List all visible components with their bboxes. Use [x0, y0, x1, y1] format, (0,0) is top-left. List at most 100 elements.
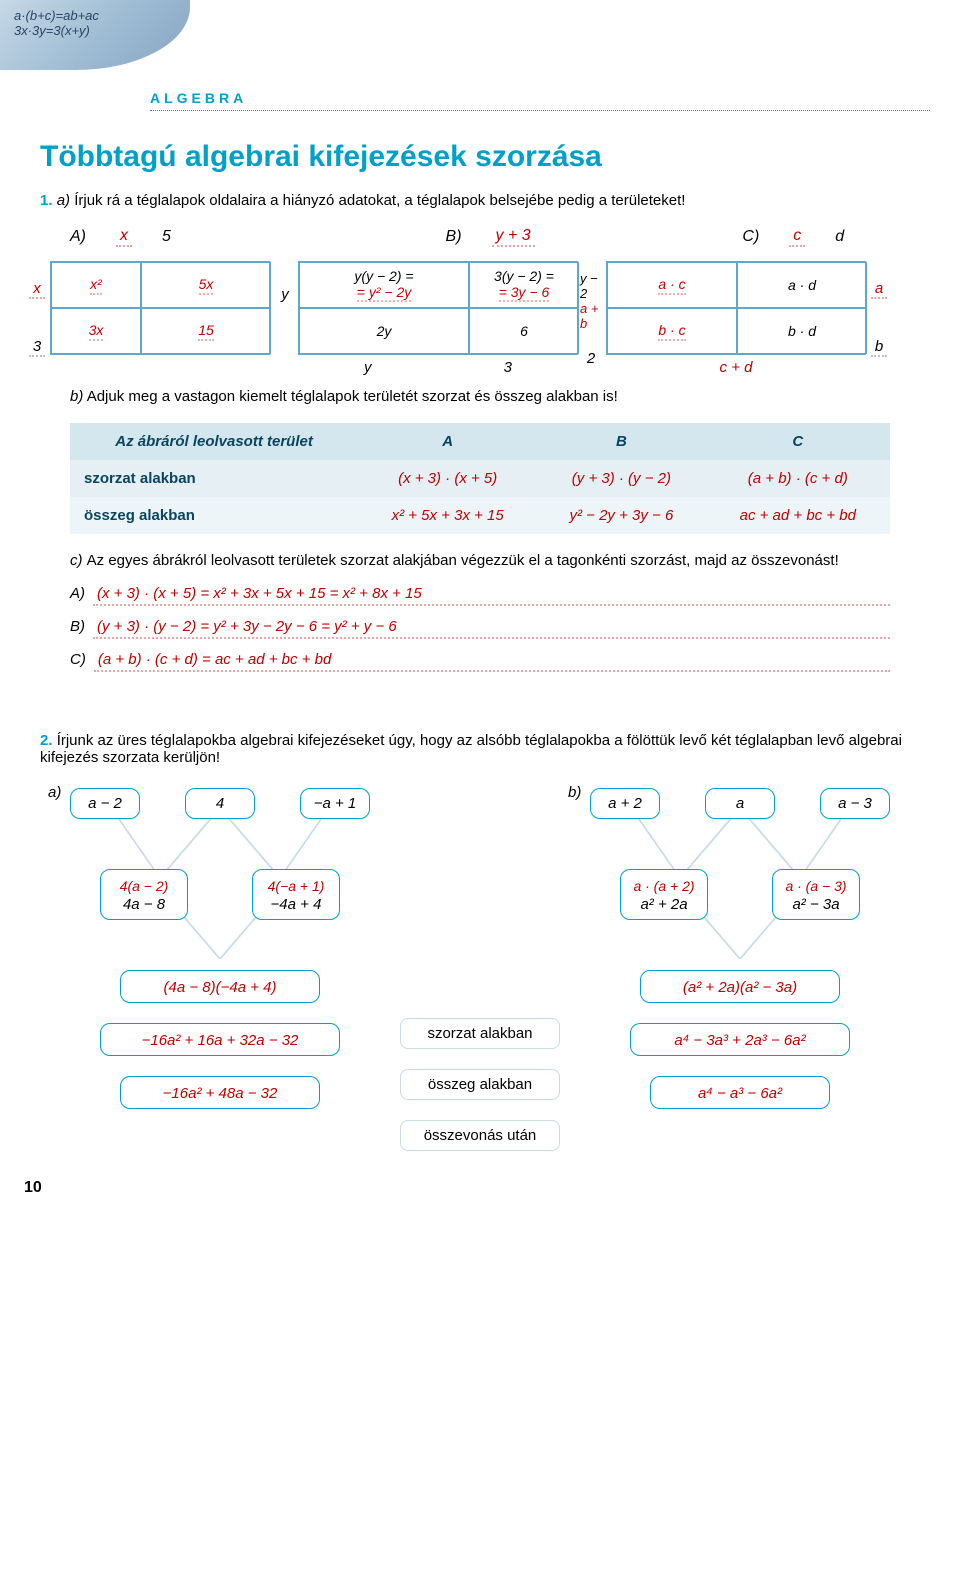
- pyrB-b2: a⁴ − 3a³ + 2a³ − 6a²: [630, 1023, 850, 1056]
- dim-b-label: B): [446, 228, 462, 246]
- task1c-lbl: c): [70, 552, 83, 569]
- pyrB-b3: a⁴ − a³ − 6a²: [650, 1076, 830, 1109]
- page-title: Többtagú algebrai kifejezések szorzása: [40, 140, 920, 174]
- fill-c: (a + b) · (c + d) = ac + ad + bc + bd: [94, 651, 890, 672]
- diagB-c21: 2y: [299, 308, 469, 354]
- pyramid-a: a) a − 2 4 −a + 1 4(a − 2): [70, 788, 370, 1161]
- th-b: B: [537, 423, 705, 460]
- dim-c-v2: d: [835, 228, 844, 246]
- pyrB-t1: a + 2: [590, 788, 660, 819]
- diagB-c12a: 3(y − 2) =: [494, 268, 554, 284]
- section-bar: ALGEBRA: [150, 90, 930, 111]
- task1b-lbl: b): [70, 388, 83, 405]
- dim-a-v1: x: [116, 227, 132, 247]
- diagA-c22: 15: [198, 322, 214, 341]
- pyrB-m2-top: a · (a − 3): [783, 878, 849, 894]
- pyrA-t2: 4: [185, 788, 255, 819]
- fill-a-lbl: A): [70, 585, 85, 602]
- r1c: (a + b) · (c + d): [706, 460, 890, 497]
- diagram-c: a b a · c a · d b · c b · d c + d: [606, 261, 866, 376]
- r2b: y² − 2y + 3y − 6: [537, 497, 705, 534]
- pyrB-m1-bot: a² + 2a: [631, 896, 697, 913]
- pyrA-m1-bot: 4a − 8: [111, 896, 177, 913]
- diagC-c21: b · c: [658, 322, 685, 341]
- diagA-c11: x²: [90, 276, 102, 295]
- r2a: x² + 5x + 3x + 15: [358, 497, 537, 534]
- task2-intro: 2. Írjunk az üres téglalapokba algebrai …: [40, 732, 920, 766]
- r2h: összeg alakban: [70, 497, 358, 534]
- dim-a-v2: 5: [162, 228, 171, 246]
- diagC-right1: a: [871, 280, 887, 299]
- th-a: A: [358, 423, 537, 460]
- diagram-b: y y(y − 2) = = y² − 2y 3(y − 2) = = 3y −…: [298, 261, 578, 376]
- diagA-left1: x: [29, 280, 45, 299]
- task1b: b) Adjuk meg a vastagon kiemelt téglalap…: [70, 388, 920, 405]
- fill-line-c: C) (a + b) · (c + d) = ac + ad + bc + bd: [70, 651, 890, 672]
- pyrA-m1: 4(a − 2) 4a − 8: [100, 869, 188, 920]
- diagC-right2: b: [871, 338, 887, 357]
- task1-a-label: a): [57, 192, 70, 209]
- r2c: ac + ad + bc + bd: [706, 497, 890, 534]
- pyrA-t3: −a + 1: [300, 788, 370, 819]
- mid-label-col: szorzat alakban összeg alakban összevoná…: [390, 788, 570, 1161]
- diagram-a: x 3 x² 5x 3x 15: [50, 261, 270, 376]
- diagC-c11: a · c: [658, 276, 685, 295]
- r1h: szorzat alakban: [70, 460, 358, 497]
- dim-b-v1: y + 3: [492, 227, 535, 247]
- th-c: C: [706, 423, 890, 460]
- pyrB-m2-bot: a² − 3a: [783, 896, 849, 913]
- fill-line-b: B) (y + 3) · (y − 2) = y² + 3y − 2y − 6 …: [70, 618, 890, 639]
- pyrA-m2-bot: −4a + 4: [263, 896, 329, 913]
- pyrB-m2: a · (a − 3) a² − 3a: [772, 869, 860, 920]
- diagB-right2: 2: [587, 350, 595, 367]
- fill-b: (y + 3) · (y − 2) = y² + 3y − 2y − 6 = y…: [93, 618, 890, 639]
- pyrA-b1: (4a − 8)(−4a + 4): [120, 970, 320, 1003]
- area-diagrams: x 3 x² 5x 3x 15 y y(y − 2) = = y² − 2y: [40, 261, 920, 376]
- task1-num: 1.: [40, 192, 53, 209]
- fill-c-lbl: C): [70, 651, 86, 668]
- r1b: (y + 3) · (y − 2): [537, 460, 705, 497]
- corner-line1: a·(b+c)=ab+ac: [14, 8, 176, 23]
- task1c-text: Az egyes ábrákról leolvasott területek s…: [87, 552, 839, 569]
- diagA-left2: 3: [29, 338, 45, 357]
- pyrA-t1: a − 2: [70, 788, 140, 819]
- pyrA-m2: 4(−a + 1) −4a + 4: [252, 869, 340, 920]
- pyrB-b1: (a² + 2a)(a² − 3a): [640, 970, 840, 1003]
- pyrA-b2: −16a² + 16a + 32a − 32: [100, 1023, 340, 1056]
- task1-intro: 1. a) Írjuk rá a téglalapok oldalaira a …: [40, 192, 920, 209]
- pyrA-b3: −16a² + 48a − 32: [120, 1076, 320, 1109]
- mid-l2: összeg alakban: [400, 1069, 560, 1100]
- dim-c-label: C): [742, 228, 759, 246]
- th-0: Az ábráról leolvasott terület: [70, 423, 358, 460]
- diagA-c12: 5x: [199, 276, 214, 295]
- r1a: (x + 3) · (x + 5): [358, 460, 537, 497]
- mid-l3: összevonás után: [400, 1120, 560, 1151]
- mid-l1: szorzat alakban: [400, 1018, 560, 1049]
- pyrA-m2-top: 4(−a + 1): [263, 878, 329, 894]
- pyrB-t3: a − 3: [820, 788, 890, 819]
- diagB-c11a: y(y − 2) =: [354, 268, 413, 284]
- pyramids: a) a − 2 4 −a + 1 4(a − 2): [70, 788, 890, 1161]
- top-labels-row: A) x 5 B) y + 3 C) c d: [40, 227, 920, 247]
- task1c: c) Az egyes ábrákról leolvasott területe…: [70, 552, 890, 569]
- task2-num: 2.: [40, 732, 53, 749]
- diagA-c21: 3x: [89, 322, 104, 341]
- diagC-c12: a · d: [737, 262, 867, 308]
- diagB-left1: y: [281, 286, 289, 303]
- pyrB-lbl: b): [568, 784, 581, 801]
- page-number: 10: [24, 1179, 42, 1197]
- diagC-bot: c + d: [606, 359, 866, 376]
- pyrB-m1-top: a · (a + 2): [631, 878, 697, 894]
- fill-line-a: A) (x + 3) · (x + 5) = x² + 3x + 5x + 15…: [70, 585, 890, 606]
- task1-text: Írjuk rá a téglalapok oldalaira a hiányz…: [74, 192, 685, 209]
- dim-c-v1: c: [789, 227, 805, 247]
- dim-a-label: A): [70, 228, 86, 246]
- pyrA-lbl: a): [48, 784, 61, 801]
- diagB-right1b: a + b: [580, 301, 602, 331]
- diagB-c12b: = 3y − 6: [499, 284, 550, 302]
- diagB-c22: 6: [469, 308, 579, 354]
- task2-text: Írjunk az üres téglalapokba algebrai kif…: [40, 732, 902, 766]
- pyramid-b: b) a + 2 a a − 3 a · (a + 2): [590, 788, 890, 1161]
- pyrB-t2: a: [705, 788, 775, 819]
- pyrA-m1-top: 4(a − 2): [111, 878, 177, 894]
